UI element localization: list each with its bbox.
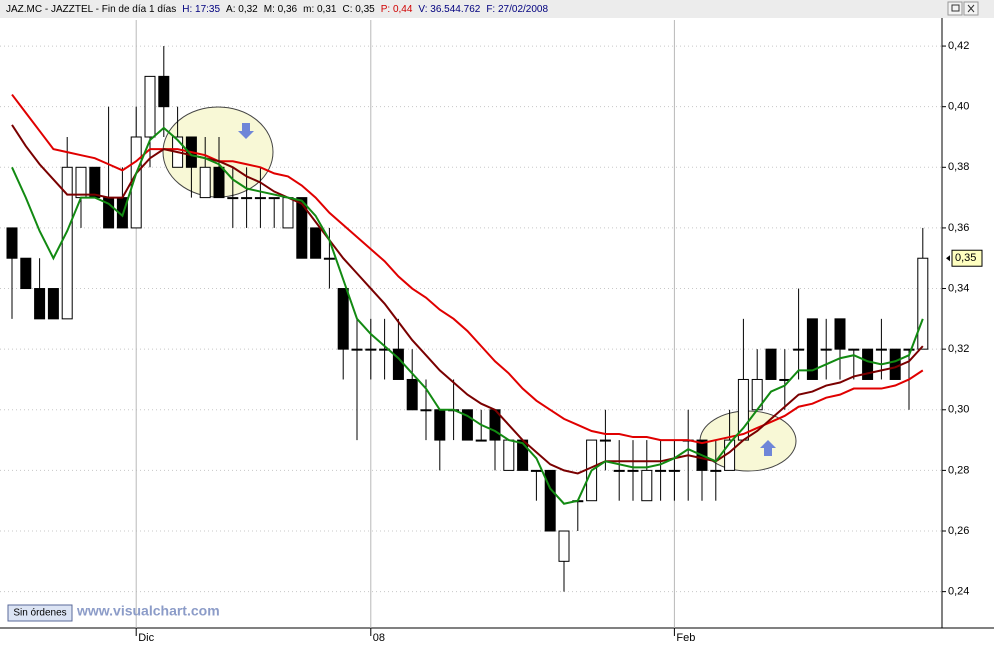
candle-body <box>34 288 46 320</box>
y-tick-label: 0,32 <box>948 343 969 355</box>
candle-body <box>282 197 294 229</box>
candle-body <box>765 348 777 380</box>
header-bar <box>0 0 994 18</box>
y-tick-label: 0,38 <box>948 161 969 173</box>
x-tick-label: Feb <box>676 632 695 644</box>
orders-button[interactable] <box>7 604 73 622</box>
candle-body <box>47 288 59 320</box>
moving-average <box>11 124 924 475</box>
candle-body <box>875 348 887 351</box>
candle-body <box>406 378 418 411</box>
candle-body <box>848 348 860 351</box>
candle-body <box>20 257 32 290</box>
orders-button-label: Sin órdenes <box>13 608 66 619</box>
restore-icon <box>951 4 960 12</box>
x-tick-label: 08 <box>373 632 385 644</box>
candle-body <box>392 348 404 380</box>
candle-body <box>558 530 570 562</box>
header-field: P: 0,44 <box>381 4 413 15</box>
candle-body <box>641 469 653 502</box>
y-tick-label: 0,24 <box>948 586 969 598</box>
last-price-label: 0,35 <box>955 252 976 264</box>
header: JAZ.MC - JAZZTEL - Fin de día 1 días H: 1… <box>6 4 548 15</box>
candle-body <box>144 75 156 138</box>
candle-body <box>475 439 487 442</box>
y-tick-label: 0,26 <box>948 525 969 537</box>
candle-body <box>461 409 473 441</box>
candle-body <box>834 318 846 350</box>
restore-button[interactable] <box>947 1 963 16</box>
candle-body <box>351 348 363 351</box>
candle-body <box>241 197 253 200</box>
candle-body <box>530 469 542 472</box>
header-field: A: 0,32 <box>226 4 258 15</box>
y-tick-label: 0,34 <box>948 282 969 294</box>
candle-body <box>710 469 722 472</box>
last-price-pointer <box>946 255 950 262</box>
candle-body <box>613 469 625 472</box>
header-field: M: 0,36 <box>264 4 298 15</box>
close-icon <box>967 4 975 13</box>
candle-body <box>337 288 349 350</box>
y-tick-label: 0,40 <box>948 101 969 113</box>
candle-body <box>806 318 818 380</box>
y-tick-label: 0,36 <box>948 222 969 234</box>
candle-body <box>820 348 832 351</box>
candle-body <box>296 197 308 259</box>
candle-body <box>903 348 915 351</box>
candle-body <box>323 257 335 260</box>
y-tick-label: 0,30 <box>948 404 969 416</box>
candle-body <box>213 166 225 199</box>
up-arrow <box>760 440 776 456</box>
y-tick-label: 0,28 <box>948 464 969 476</box>
header-field: H: 17:35 <box>182 4 220 15</box>
candle-body <box>503 439 515 471</box>
down-arrow <box>238 123 254 139</box>
candle-body <box>434 409 446 441</box>
header-field: V: 36.544.762 <box>418 4 480 15</box>
candle-body <box>862 348 874 380</box>
candle-body <box>227 197 239 200</box>
candle-body <box>668 469 680 472</box>
last-price-box <box>951 249 983 267</box>
watermark: www.visualchart.com <box>76 603 220 619</box>
candle-body <box>365 348 377 351</box>
candle-body <box>310 227 322 259</box>
candle-body <box>158 75 170 108</box>
candle-body <box>199 166 211 199</box>
candle-body <box>917 257 929 350</box>
candle-body <box>420 409 432 412</box>
header-field: m: 0,31 <box>303 4 337 15</box>
moving-average <box>11 126 924 505</box>
candle-body <box>254 197 266 200</box>
plot <box>6 46 929 592</box>
candle-body <box>627 469 639 472</box>
candle-body <box>599 439 611 442</box>
x-tick-label: Dic <box>138 632 154 644</box>
candle-body <box>61 166 73 320</box>
header-field: JAZ.MC - JAZZTEL - Fin de día 1 días <box>6 4 176 15</box>
candle-body <box>655 469 667 472</box>
candle-body <box>793 348 805 351</box>
candle-body <box>544 469 556 532</box>
candle-body <box>89 166 101 199</box>
window-buttons[interactable] <box>947 1 979 16</box>
header-field: F: 27/02/2008 <box>486 4 548 15</box>
candle-body <box>517 439 529 471</box>
candle-body <box>889 348 901 380</box>
candle-body <box>75 166 87 199</box>
candle-body <box>268 197 280 200</box>
y-tick-label: 0,42 <box>948 40 969 52</box>
header-field: C: 0,35 <box>342 4 375 15</box>
candle-body <box>6 227 18 259</box>
